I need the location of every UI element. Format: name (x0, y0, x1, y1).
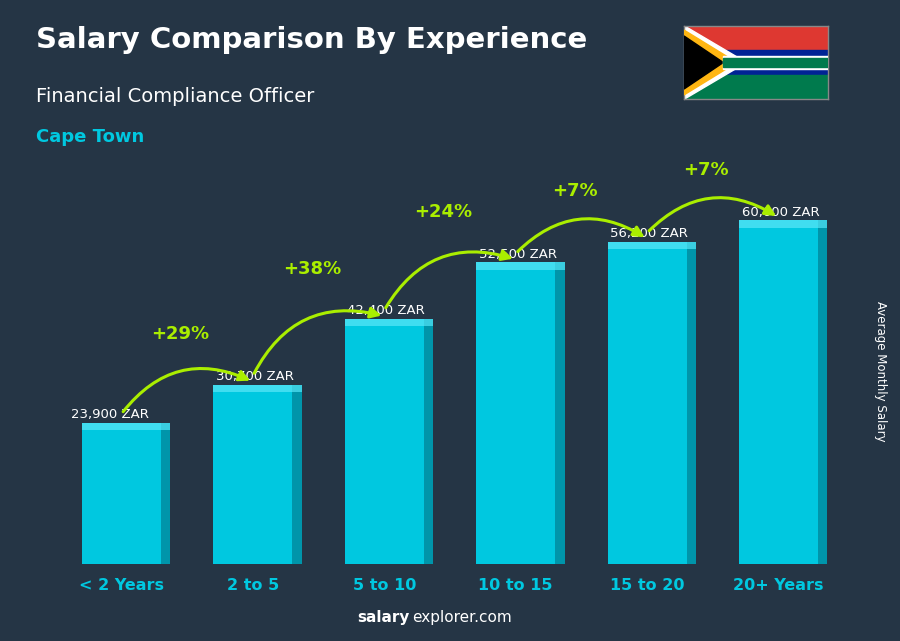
Text: +29%: +29% (151, 326, 210, 344)
Bar (608, 242, 687, 249)
Text: +7%: +7% (683, 161, 729, 179)
Bar (476, 270, 555, 564)
Text: Salary Comparison By Experience: Salary Comparison By Experience (36, 26, 587, 54)
Bar (739, 228, 818, 564)
Text: Financial Compliance Officer: Financial Compliance Officer (36, 87, 314, 106)
Text: 30,700 ZAR: 30,700 ZAR (216, 370, 294, 383)
Bar (608, 249, 687, 564)
Bar (424, 319, 433, 326)
Text: salary: salary (357, 610, 410, 625)
Text: +7%: +7% (552, 183, 598, 201)
Bar (161, 423, 170, 430)
Bar (292, 385, 302, 392)
Bar (684, 74, 828, 99)
Bar (724, 58, 828, 67)
Bar (82, 430, 161, 564)
Bar (292, 392, 302, 564)
Text: Average Monthly Salary: Average Monthly Salary (874, 301, 886, 442)
Bar (687, 242, 696, 249)
Bar (213, 392, 292, 564)
Polygon shape (684, 36, 724, 89)
Bar (684, 26, 828, 50)
Text: +38%: +38% (283, 260, 341, 278)
Bar (345, 326, 424, 564)
Bar (161, 430, 170, 564)
Bar (555, 270, 564, 564)
Text: 23,900 ZAR: 23,900 ZAR (71, 408, 149, 421)
Text: explorer.com: explorer.com (412, 610, 512, 625)
Text: +24%: +24% (414, 203, 472, 221)
Text: 42,400 ZAR: 42,400 ZAR (347, 304, 425, 317)
Bar (424, 326, 433, 564)
Bar (476, 262, 555, 270)
Bar (818, 221, 827, 228)
Text: Cape Town: Cape Town (36, 128, 144, 146)
Text: 52,500 ZAR: 52,500 ZAR (479, 247, 557, 261)
Bar (724, 56, 828, 69)
Bar (213, 385, 292, 392)
Bar (684, 50, 828, 74)
Text: 56,200 ZAR: 56,200 ZAR (610, 227, 688, 240)
Bar (345, 319, 424, 326)
Bar (818, 228, 827, 564)
Polygon shape (684, 30, 737, 95)
Bar (687, 249, 696, 564)
Polygon shape (684, 26, 746, 99)
Bar (739, 221, 818, 228)
Text: 60,000 ZAR: 60,000 ZAR (742, 206, 819, 219)
Bar (82, 423, 161, 430)
Bar (555, 262, 564, 270)
